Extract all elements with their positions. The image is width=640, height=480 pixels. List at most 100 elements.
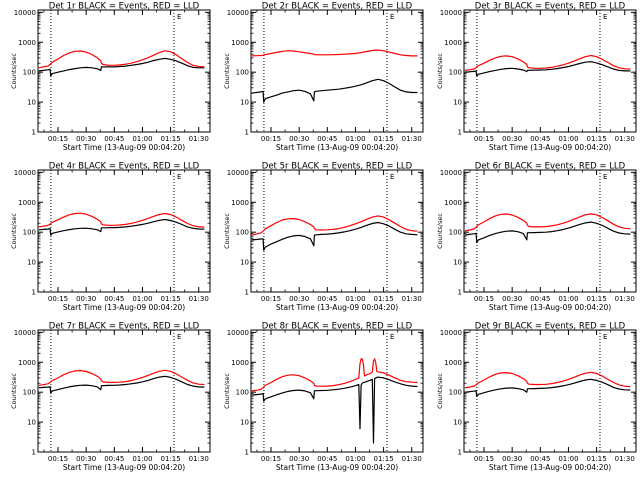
y-axis-label: Counts/sec [223, 373, 231, 409]
events-series-line [251, 376, 418, 444]
x-tick-label: 00:15 [261, 295, 281, 303]
x-tick-label: 01:15 [161, 455, 181, 463]
y-tick-label: 10000 [14, 9, 36, 17]
y-tick-label: 1 [32, 129, 36, 137]
events-series-line [464, 61, 631, 77]
plot-frame [250, 9, 424, 133]
x-tick-label: 01:00 [558, 295, 578, 303]
y-tick-label: 10 [27, 259, 36, 267]
x-tick-label: 01:30 [189, 295, 209, 303]
y-tick-label: 1 [458, 129, 462, 137]
y-tick-label: 100 [449, 389, 462, 397]
y-tick-label: 1000 [444, 199, 462, 207]
x-tick-label: 00:30 [502, 455, 522, 463]
y-tick-label: 10000 [14, 329, 36, 337]
x-axis-label: Start Time (13-Aug-09 00:04:20) [276, 303, 398, 312]
y-tick-label: 10000 [440, 329, 462, 337]
y-tick-label: 1 [32, 449, 36, 457]
detector-panel-6: Det 6r BLACK = Events, RED = LLD 1 10 100 10… [436, 162, 637, 312]
x-tick-label: 00:45 [104, 135, 124, 143]
lld-series-line [464, 371, 631, 389]
events-series-line [251, 78, 418, 103]
plot-frame [463, 9, 637, 133]
detector-panel-1: Det 1r BLACK = Events, RED = LLD 1 10 100 10… [10, 2, 211, 152]
x-tick-label: 00:45 [104, 455, 124, 463]
lld-series-line [464, 213, 631, 232]
y-tick-label: 1000 [231, 359, 249, 367]
lld-series-line [38, 212, 205, 228]
events-series-line [464, 378, 631, 398]
x-tick-label: 01:30 [615, 455, 635, 463]
plot-frame [250, 169, 424, 293]
y-tick-label: 1 [458, 449, 462, 457]
x-axis-label: Start Time (13-Aug-09 00:04:20) [489, 303, 611, 312]
detector-panel-4: Det 4r BLACK = Events, RED = LLD 1 10 100 10… [10, 162, 211, 312]
x-tick-label: 00:45 [530, 295, 550, 303]
x-tick-label: 00:45 [317, 455, 337, 463]
y-tick-label: 10000 [227, 9, 249, 17]
plot-frame [37, 329, 211, 453]
x-tick-label: 00:45 [530, 455, 550, 463]
x-axis-label: Start Time (13-Aug-09 00:04:20) [489, 143, 611, 152]
legend-marker: E [390, 173, 394, 181]
x-tick-label: 00:15 [474, 135, 494, 143]
detector-panel-2: Det 2r BLACK = Events, RED = LLD 1 10 100 10… [223, 2, 424, 152]
y-tick-label: 100 [23, 389, 36, 397]
x-tick-label: 00:30 [289, 455, 309, 463]
events-series-line [38, 57, 205, 77]
x-tick-label: 01:30 [615, 295, 635, 303]
legend-marker: E [177, 13, 181, 21]
y-tick-label: 10000 [227, 169, 249, 177]
y-tick-label: 10000 [440, 9, 462, 17]
y-axis-label: Counts/sec [223, 53, 231, 89]
x-axis-label: Start Time (13-Aug-09 00:04:20) [63, 303, 185, 312]
x-tick-label: 00:30 [76, 295, 96, 303]
x-tick-label: 01:00 [558, 135, 578, 143]
legend-marker: E [603, 173, 607, 181]
y-tick-label: 10000 [440, 169, 462, 177]
x-tick-label: 00:15 [261, 135, 281, 143]
x-tick-label: 00:30 [289, 295, 309, 303]
y-tick-label: 100 [449, 69, 462, 77]
x-tick-label: 01:15 [374, 135, 394, 143]
x-tick-label: 00:15 [48, 135, 68, 143]
y-tick-label: 10000 [227, 329, 249, 337]
events-series-line [38, 218, 205, 236]
y-tick-label: 1000 [231, 199, 249, 207]
lld-series-line [38, 50, 205, 69]
lld-series-line [251, 215, 418, 236]
y-tick-label: 10 [240, 419, 249, 427]
x-tick-label: 00:45 [104, 295, 124, 303]
detector-panel-8: Det 8r BLACK = Events, RED = LLD 1 10 100 10… [223, 322, 424, 472]
x-axis-label: Start Time (13-Aug-09 00:04:20) [276, 463, 398, 472]
x-tick-label: 01:15 [587, 455, 607, 463]
x-tick-label: 01:30 [402, 455, 422, 463]
events-series-line [464, 221, 631, 244]
x-tick-label: 00:15 [261, 455, 281, 463]
x-tick-label: 00:30 [76, 455, 96, 463]
x-tick-label: 01:00 [345, 295, 365, 303]
y-tick-label: 10 [27, 419, 36, 427]
y-axis-label: Counts/sec [436, 213, 444, 249]
x-tick-label: 01:00 [345, 135, 365, 143]
x-tick-label: 01:00 [345, 455, 365, 463]
lld-series-line [251, 49, 418, 57]
x-tick-label: 00:15 [474, 295, 494, 303]
y-axis-label: Counts/sec [10, 373, 18, 409]
x-tick-label: 00:30 [289, 135, 309, 143]
panel-title: Det 4r BLACK = Events, RED = LLD [49, 162, 200, 172]
detector-panel-3: Det 3r BLACK = Events, RED = LLD 1 10 100 10… [436, 2, 637, 152]
panel-title: Det 7r BLACK = Events, RED = LLD [49, 322, 200, 332]
panel-title: Det 9r BLACK = Events, RED = LLD [475, 322, 626, 332]
y-tick-label: 1 [458, 289, 462, 297]
x-axis-label: Start Time (13-Aug-09 00:04:20) [276, 143, 398, 152]
panel-title: Det 5r BLACK = Events, RED = LLD [262, 162, 413, 172]
y-axis-label: Counts/sec [436, 373, 444, 409]
panel-title: Det 3r BLACK = Events, RED = LLD [475, 2, 626, 12]
detector-panel-9: Det 9r BLACK = Events, RED = LLD 1 10 100 10… [436, 322, 637, 472]
y-tick-label: 10 [453, 419, 462, 427]
x-tick-label: 01:30 [189, 135, 209, 143]
lld-series-line [38, 369, 205, 386]
x-tick-label: 00:15 [474, 455, 494, 463]
